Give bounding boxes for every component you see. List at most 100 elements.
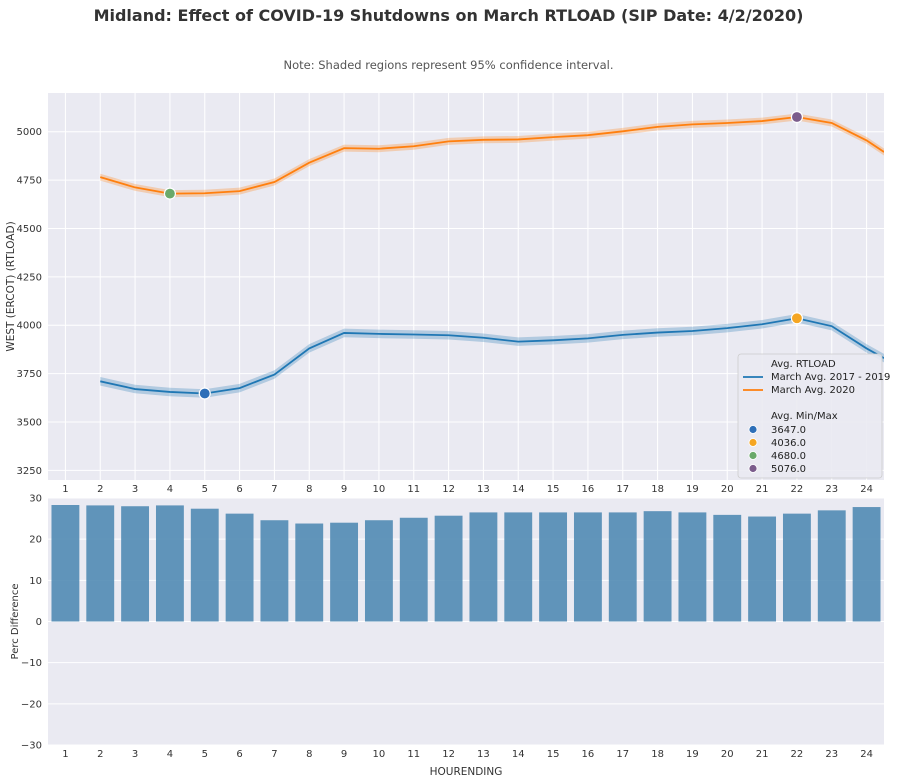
bar-xtick-label: 24 xyxy=(860,749,873,760)
legend-marker-swatch xyxy=(748,425,758,434)
bar-xtick-label: 7 xyxy=(271,749,277,760)
bar xyxy=(330,522,359,622)
bar xyxy=(817,510,846,622)
line-xtick-label: 19 xyxy=(686,484,699,495)
bar xyxy=(434,515,463,622)
bar xyxy=(782,513,811,622)
bar-xtick-label: 14 xyxy=(512,749,525,760)
line-xtick-label: 16 xyxy=(582,484,595,495)
legend-marker-swatch xyxy=(748,438,758,447)
bar-ylabel: Perc Difference xyxy=(10,584,21,660)
line-ytick-label: 3500 xyxy=(17,417,42,428)
line-xtick-label: 9 xyxy=(341,484,347,495)
line-marker-point xyxy=(163,187,177,200)
line-xtick-label: 2 xyxy=(97,484,103,495)
chart-title: Midland: Effect of COVID-19 Shutdowns on… xyxy=(93,6,804,25)
line-ytick-label: 4750 xyxy=(17,176,42,187)
line-series-1 xyxy=(99,116,884,195)
line-ytick-label: 4250 xyxy=(17,272,42,283)
bar-xtick-label: 10 xyxy=(373,749,386,760)
legend-marker-swatch xyxy=(748,464,758,473)
line-xtick-label: 24 xyxy=(860,484,873,495)
line-marker-point xyxy=(790,110,804,124)
line-xtick-label: 14 xyxy=(512,484,525,495)
legend-marker-swatch xyxy=(748,451,758,460)
bar-xtick-label: 3 xyxy=(132,749,138,760)
bar-xtick-label: 4 xyxy=(167,749,173,760)
bar xyxy=(260,520,289,622)
line-ytick-label: 3750 xyxy=(17,369,42,380)
bar xyxy=(504,512,533,622)
bar-xtick-label: 15 xyxy=(547,749,560,760)
bar xyxy=(155,505,184,622)
line-xtick-label: 12 xyxy=(442,484,455,495)
bar xyxy=(608,512,637,622)
line-marker-point xyxy=(198,387,211,400)
legend-series-label: March Avg. 2017 - 2019 xyxy=(771,372,890,383)
legend-title-avg-rtload: Avg. RTLOAD xyxy=(771,359,836,370)
bar-xtick-label: 21 xyxy=(756,749,769,760)
bar-ytick-label: 20 xyxy=(29,535,42,546)
line-xtick-label: 18 xyxy=(651,484,664,495)
bar xyxy=(190,508,219,622)
line-xtick-label: 20 xyxy=(721,484,734,495)
bar-xtick-label: 23 xyxy=(825,749,838,760)
bar xyxy=(51,504,80,622)
bar xyxy=(469,512,498,622)
line-ci-band-1 xyxy=(100,113,884,198)
line-xtick-label: 17 xyxy=(616,484,629,495)
bar-ytick-label: −10 xyxy=(21,658,42,669)
line-xtick-label: 3 xyxy=(132,484,138,495)
line-xtick-label: 22 xyxy=(791,484,804,495)
chart-note: Note: Shaded regions represent 95% confi… xyxy=(283,58,614,72)
bar xyxy=(573,512,602,622)
bar-ytick-label: 10 xyxy=(29,576,42,587)
line-xtick-label: 11 xyxy=(407,484,420,495)
bar-xtick-label: 6 xyxy=(236,749,242,760)
bar-xtick-label: 9 xyxy=(341,749,347,760)
bar xyxy=(748,516,777,622)
line-xtick-label: 4 xyxy=(167,484,173,495)
bar-xtick-label: 17 xyxy=(616,749,629,760)
legend-marker-label: 4680.0 xyxy=(771,451,806,462)
line-ytick-label: 3250 xyxy=(17,466,42,477)
bar-xtick-label: 16 xyxy=(582,749,595,760)
bar xyxy=(86,505,115,622)
bar-xtick-label: 2 xyxy=(97,749,103,760)
bar-xtick-label: 1 xyxy=(62,749,68,760)
line-xtick-label: 15 xyxy=(547,484,560,495)
bar-xtick-label: 12 xyxy=(442,749,455,760)
line-series-0 xyxy=(100,317,884,395)
line-ytick-label: 4000 xyxy=(17,321,42,332)
legend-series-label: March Avg. 2020 xyxy=(771,385,855,396)
bar-xtick-label: 22 xyxy=(791,749,804,760)
line-xtick-label: 5 xyxy=(202,484,208,495)
legend-box xyxy=(737,353,883,479)
bar-xtick-label: 13 xyxy=(477,749,490,760)
bar xyxy=(295,523,324,622)
bar-xtick-label: 11 xyxy=(407,749,420,760)
bar-xtick-label: 8 xyxy=(306,749,312,760)
line-xtick-label: 8 xyxy=(306,484,312,495)
line-marker-point xyxy=(790,312,804,325)
line-ylabel: WEST (ERCOT) (RTLOAD) xyxy=(5,221,17,351)
bar xyxy=(643,511,672,622)
bar xyxy=(364,520,393,622)
legend-marker-label: 4036.0 xyxy=(771,438,806,449)
bar-xtick-label: 18 xyxy=(651,749,664,760)
bar xyxy=(121,506,150,622)
bar-xtick-label: 19 xyxy=(686,749,699,760)
line-ytick-label: 5000 xyxy=(17,127,42,138)
line-xtick-label: 10 xyxy=(373,484,386,495)
line-xtick-label: 1 xyxy=(62,484,68,495)
line-xtick-label: 6 xyxy=(236,484,242,495)
bar-ytick-label: 30 xyxy=(29,494,42,505)
bar-xlabel: HOURENDING xyxy=(430,766,503,778)
line-ytick-label: 4500 xyxy=(17,224,42,235)
bar xyxy=(399,517,428,622)
legend-title-min-max: Avg. Min/Max xyxy=(771,411,838,422)
line-xtick-label: 7 xyxy=(271,484,277,495)
line-xtick-label: 23 xyxy=(825,484,838,495)
bar-ytick-label: −30 xyxy=(21,741,42,752)
